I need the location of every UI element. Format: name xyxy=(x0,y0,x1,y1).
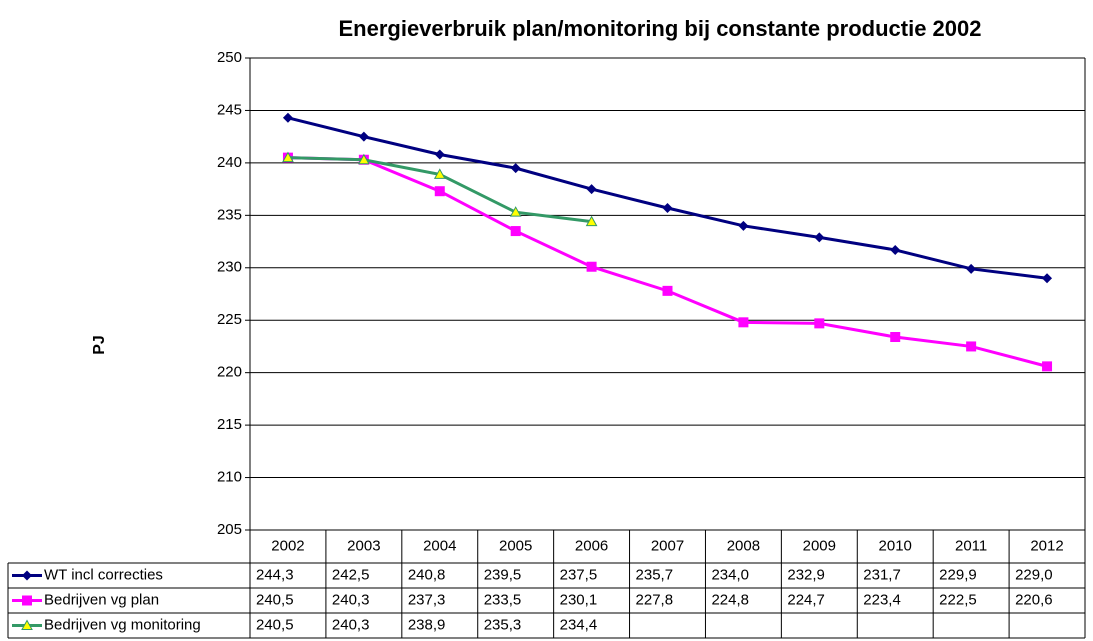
table-value: 223,4 xyxy=(863,591,901,608)
marker xyxy=(1042,273,1053,284)
table-value: 234,4 xyxy=(560,616,598,633)
marker xyxy=(738,220,749,231)
table-value: 227,8 xyxy=(636,591,674,608)
marker xyxy=(814,318,825,329)
chart-title: Energieverbruik plan/monitoring bij cons… xyxy=(338,16,981,41)
x-tick-label: 2009 xyxy=(803,537,836,554)
legend-label: Bedrijven vg plan xyxy=(44,591,159,608)
table-value: 231,7 xyxy=(863,566,901,583)
table-value: 237,5 xyxy=(560,566,598,583)
series-line xyxy=(287,116,1048,280)
table-value: 229,9 xyxy=(939,566,977,583)
marker xyxy=(890,244,901,255)
marker xyxy=(509,206,522,217)
marker xyxy=(433,168,446,179)
marker xyxy=(662,202,673,213)
marker xyxy=(434,149,445,160)
x-tick-label: 2010 xyxy=(879,537,912,554)
y-tick-label: 230 xyxy=(217,259,242,276)
table-value: 238,9 xyxy=(408,616,446,633)
marker xyxy=(22,595,32,606)
series-line xyxy=(287,156,1048,368)
x-tick-label: 2006 xyxy=(575,537,608,554)
marker xyxy=(1042,361,1053,372)
y-tick-label: 205 xyxy=(217,521,242,538)
x-tick-label: 2007 xyxy=(651,537,684,554)
marker xyxy=(358,131,369,142)
x-tick-label: 2008 xyxy=(727,537,760,554)
table-value: 240,3 xyxy=(332,616,370,633)
table-value: 234,0 xyxy=(711,566,749,583)
x-tick-label: 2004 xyxy=(423,537,456,554)
legend-label: WT incl correcties xyxy=(44,566,163,583)
marker xyxy=(586,261,597,272)
legend-label: Bedrijven vg monitoring xyxy=(44,616,201,633)
x-tick-label: 2011 xyxy=(955,537,987,554)
x-tick-label: 2012 xyxy=(1030,537,1063,554)
marker xyxy=(585,215,598,227)
table-value: 233,5 xyxy=(484,591,522,608)
x-tick-label: 2002 xyxy=(271,537,304,554)
y-axis-label: PJ xyxy=(91,335,108,355)
marker xyxy=(510,163,521,174)
table-value: 240,8 xyxy=(408,566,446,583)
marker xyxy=(282,112,293,123)
marker xyxy=(21,619,33,630)
table-value: 229,0 xyxy=(1015,566,1053,583)
table-value: 220,6 xyxy=(1015,591,1053,608)
marker xyxy=(358,153,370,165)
marker xyxy=(22,570,32,581)
table-value: 224,7 xyxy=(787,591,825,608)
marker xyxy=(738,317,749,328)
marker xyxy=(966,341,977,352)
marker xyxy=(890,332,901,343)
y-tick-label: 220 xyxy=(217,364,242,381)
table-value: 237,3 xyxy=(408,591,446,608)
y-tick-label: 210 xyxy=(217,469,242,486)
table-value: 244,3 xyxy=(256,566,294,583)
table-value: 222,5 xyxy=(939,591,977,608)
marker xyxy=(434,186,445,197)
table-value: 239,5 xyxy=(484,566,522,583)
table-value: 242,5 xyxy=(332,566,370,583)
table-value: 230,1 xyxy=(560,591,598,608)
y-tick-label: 225 xyxy=(217,311,242,328)
table-value: 240,5 xyxy=(256,591,294,608)
marker xyxy=(510,226,521,237)
x-tick-label: 2003 xyxy=(347,537,380,554)
marker xyxy=(282,151,294,163)
marker xyxy=(662,285,673,296)
marker xyxy=(586,184,597,195)
y-tick-label: 250 xyxy=(217,49,242,66)
y-tick-label: 240 xyxy=(217,154,242,171)
table-value: 235,3 xyxy=(484,616,522,633)
x-tick-label: 2005 xyxy=(499,537,532,554)
table-value: 235,7 xyxy=(636,566,674,583)
y-tick-label: 245 xyxy=(217,101,242,118)
marker xyxy=(814,232,825,243)
table-value: 224,8 xyxy=(711,591,749,608)
table-value: 240,5 xyxy=(256,616,294,633)
table-value: 232,9 xyxy=(787,566,825,583)
y-tick-label: 235 xyxy=(217,206,242,223)
table-value: 240,3 xyxy=(332,591,370,608)
y-tick-label: 215 xyxy=(217,416,242,433)
marker xyxy=(966,263,977,274)
